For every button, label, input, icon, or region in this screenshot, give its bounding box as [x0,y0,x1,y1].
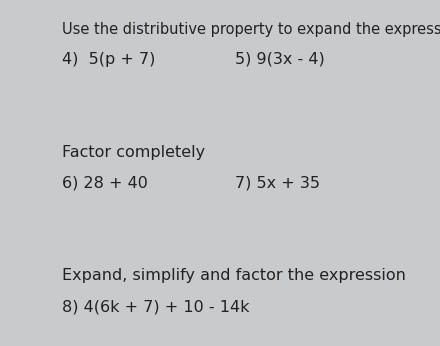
Text: 4)  5(p + 7): 4) 5(p + 7) [62,52,155,67]
Text: 7) 5x + 35: 7) 5x + 35 [235,175,320,190]
Text: 5) 9(3x - 4): 5) 9(3x - 4) [235,52,325,67]
Text: Expand, simplify and factor the expression: Expand, simplify and factor the expressi… [62,268,406,283]
Text: 6) 28 + 40: 6) 28 + 40 [62,175,148,190]
Text: 8) 4(6k + 7) + 10 - 14k: 8) 4(6k + 7) + 10 - 14k [62,300,249,315]
Text: Use the distributive property to expand the expressi: Use the distributive property to expand … [62,22,440,37]
Text: Factor completely: Factor completely [62,145,205,160]
